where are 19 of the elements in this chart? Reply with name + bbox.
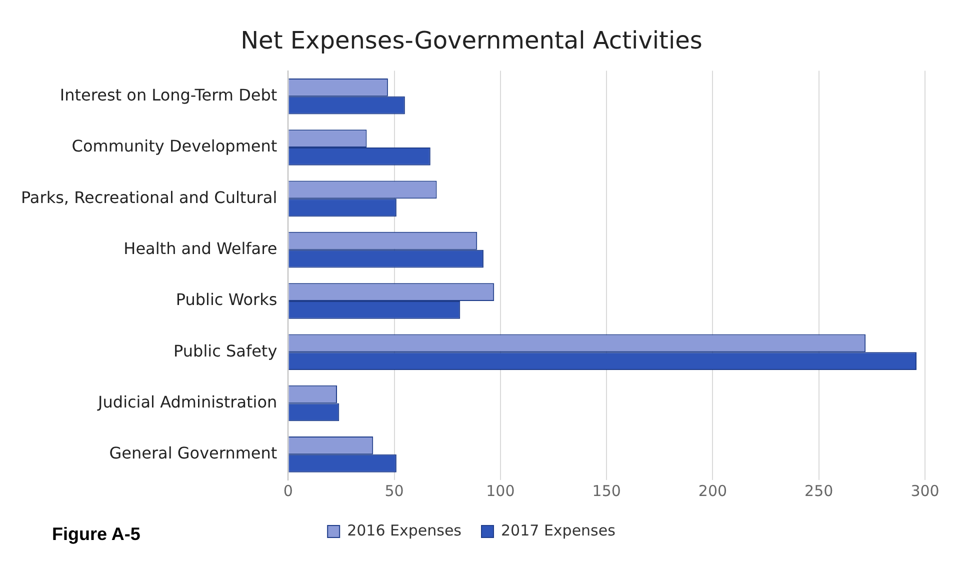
x-tick-label: 100 xyxy=(486,482,515,500)
y-tick-label: Parks, Recreational and Cultural xyxy=(21,188,278,207)
y-tick-label: Public Safety xyxy=(174,341,278,360)
y-tick-label: Health and Welfare xyxy=(124,238,278,258)
y-tick-label: Judicial Administration xyxy=(97,392,278,412)
x-tick-label: 50 xyxy=(384,482,404,500)
y-tick-label: General Government xyxy=(109,444,278,463)
y-tick-label: Interest on Long-Term Debt xyxy=(60,86,278,105)
x-tick-label: 150 xyxy=(592,482,621,500)
x-tick-label: 250 xyxy=(804,482,834,500)
chart-title: Net Expenses-Governmental Activities xyxy=(240,26,702,55)
text: Figure A-5 xyxy=(52,524,140,545)
x-tick-label: 0 xyxy=(283,482,293,500)
legend-label: 2016 Expenses xyxy=(347,521,462,540)
x-tick-label: 300 xyxy=(910,482,940,500)
x-tick-label: 200 xyxy=(698,482,728,500)
y-tick-label: Community Development xyxy=(72,136,278,156)
legend-label: 2017 Expenses xyxy=(501,521,616,540)
y-tick-label: Public Works xyxy=(176,290,278,310)
